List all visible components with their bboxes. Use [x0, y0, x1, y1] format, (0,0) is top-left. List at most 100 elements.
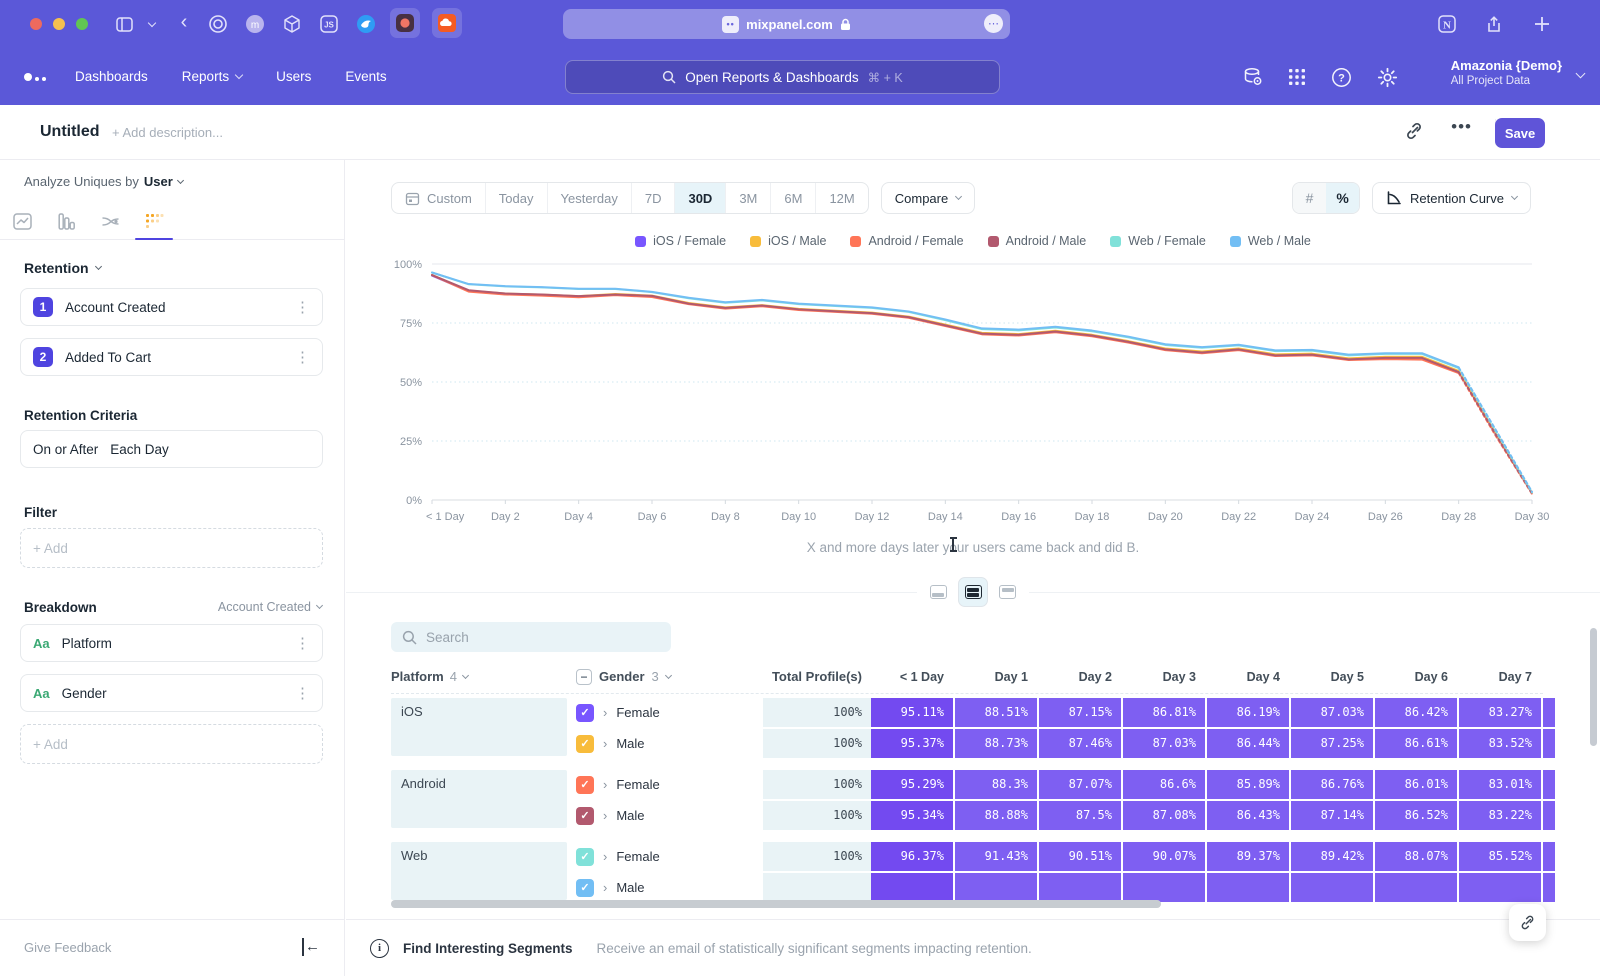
retention-value-cell[interactable]: 87.07%: [1039, 770, 1121, 799]
retention-value-cell[interactable]: 87.15%: [1039, 698, 1121, 727]
platform-cell[interactable]: Android: [391, 770, 567, 828]
unit-count-toggle[interactable]: #: [1293, 183, 1326, 213]
series-checkbox[interactable]: ✓: [576, 848, 594, 866]
expand-chevron-icon[interactable]: ›: [603, 736, 607, 751]
range-12m[interactable]: 12M: [816, 183, 867, 213]
criteria-mode[interactable]: On or After: [33, 442, 98, 457]
retention-value-cell[interactable]: 86.44%: [1207, 729, 1289, 758]
retention-value-cell[interactable]: 87.08%: [1123, 801, 1205, 830]
new-tab-icon[interactable]: [1530, 12, 1554, 36]
copy-link-icon[interactable]: [1404, 121, 1428, 145]
range-custom[interactable]: Custom: [392, 183, 486, 213]
cloud-tab-highlight[interactable]: [432, 8, 462, 38]
share-icon[interactable]: [1482, 12, 1506, 36]
platform-cell[interactable]: Web: [391, 842, 567, 900]
retention-value-cell[interactable]: 95.34%: [871, 801, 953, 830]
retention-value-cell[interactable]: 86.43%: [1207, 801, 1289, 830]
analyze-uniques-row[interactable]: Analyze Uniques by User: [24, 174, 183, 189]
unit-percent-toggle[interactable]: %: [1326, 183, 1359, 213]
retention-value-cell[interactable]: [871, 873, 953, 902]
tab-insights[interactable]: [0, 204, 44, 239]
retention-value-cell[interactable]: 87.5%: [1039, 801, 1121, 830]
vertical-scrollbar[interactable]: [1590, 628, 1597, 746]
day-column-header[interactable]: Day 3: [1123, 670, 1205, 684]
retention-value-cell[interactable]: 87.14%: [1291, 801, 1373, 830]
legend-item[interactable]: Android / Male: [988, 234, 1087, 248]
workspace-switcher[interactable]: Amazonia {Demo} All Project Data: [1451, 58, 1562, 87]
indeterminate-checkbox[interactable]: −: [576, 669, 592, 685]
range-7d[interactable]: 7D: [632, 183, 676, 213]
retention-value-cell[interactable]: 89.37%: [1207, 842, 1289, 871]
range-yesterday[interactable]: Yesterday: [548, 183, 632, 213]
analyze-value[interactable]: User: [144, 174, 173, 189]
nav-item-reports[interactable]: Reports: [182, 69, 242, 84]
retention-value-cell[interactable]: 96.37%: [871, 842, 953, 871]
day-column-header[interactable]: Day 6: [1375, 670, 1457, 684]
day-column-header[interactable]: Day 1: [955, 670, 1037, 684]
day-column-header[interactable]: Day 7: [1459, 670, 1541, 684]
platform-column-header[interactable]: Platform 4: [391, 669, 576, 684]
retention-value-cell[interactable]: 83.52%: [1459, 729, 1541, 758]
breakdown-platform[interactable]: Aa Platform ⋮: [20, 624, 323, 662]
retention-value-cell[interactable]: [1291, 873, 1373, 902]
report-description-placeholder[interactable]: + Add description...: [112, 125, 223, 140]
series-checkbox[interactable]: ✓: [576, 735, 594, 753]
expand-chevron-icon[interactable]: ›: [603, 808, 607, 823]
retention-value-cell[interactable]: 95.11%: [871, 698, 953, 727]
mixpanel-logo[interactable]: [24, 73, 46, 81]
day-column-header[interactable]: Day 4: [1207, 670, 1289, 684]
retention-value-cell[interactable]: 86.81%: [1123, 698, 1205, 727]
retention-value-cell[interactable]: 87.46%: [1039, 729, 1121, 758]
share-link-floating-button[interactable]: [1509, 904, 1546, 941]
js-icon[interactable]: JS: [317, 12, 341, 36]
apps-grid-icon[interactable]: [1284, 64, 1310, 90]
layout-chart-only-button[interactable]: [923, 577, 954, 607]
breakdown-add-button[interactable]: + Add: [20, 724, 323, 764]
chevron-down-icon[interactable]: [140, 12, 164, 36]
target-icon[interactable]: [206, 12, 230, 36]
tab-funnels[interactable]: [44, 204, 88, 239]
nav-item-dashboards[interactable]: Dashboards: [75, 69, 148, 84]
view-selector-button[interactable]: Retention Curve: [1372, 182, 1531, 214]
retention-section-header[interactable]: Retention: [24, 260, 101, 276]
chart-area[interactable]: 0%25%50%75%100%< 1 DayDay 2Day 4Day 6Day…: [382, 254, 1562, 537]
layout-table-only-button[interactable]: [992, 577, 1023, 607]
more-options-icon[interactable]: •••: [1451, 117, 1472, 137]
retention-value-cell[interactable]: [1123, 873, 1205, 902]
traffic-light-close[interactable]: [30, 18, 42, 30]
retention-step-1[interactable]: 1 Account Created ⋮: [20, 288, 323, 326]
retention-value-cell[interactable]: [1459, 873, 1541, 902]
nav-item-events[interactable]: Events: [345, 69, 386, 84]
traffic-light-zoom[interactable]: [76, 18, 88, 30]
retention-value-cell[interactable]: 88.07%: [1375, 842, 1457, 871]
give-feedback-link[interactable]: Give Feedback: [24, 940, 111, 955]
retention-value-cell[interactable]: 87.03%: [1291, 698, 1373, 727]
retention-value-cell[interactable]: 88.73%: [955, 729, 1037, 758]
day-column-header[interactable]: < 1 Day: [871, 670, 953, 684]
table-search-input[interactable]: Search: [391, 622, 671, 652]
legend-item[interactable]: iOS / Male: [750, 234, 826, 248]
retention-value-cell[interactable]: [1039, 873, 1121, 902]
chart-caption[interactable]: X and more days later your users came ba…: [807, 540, 1139, 555]
retention-value-cell[interactable]: 90.07%: [1123, 842, 1205, 871]
retention-value-cell[interactable]: 86.19%: [1207, 698, 1289, 727]
criteria-interval[interactable]: Each Day: [110, 442, 169, 457]
series-checkbox[interactable]: ✓: [576, 807, 594, 825]
kebab-menu-icon[interactable]: ⋮: [295, 348, 310, 366]
retention-value-cell[interactable]: 89.42%: [1291, 842, 1373, 871]
breakdown-scope-selector[interactable]: Account Created: [218, 600, 322, 614]
retention-value-cell[interactable]: 83.01%: [1459, 770, 1541, 799]
expand-chevron-icon[interactable]: ›: [603, 705, 607, 720]
notion-icon[interactable]: N: [1435, 12, 1459, 36]
data-management-icon[interactable]: [1240, 64, 1266, 90]
range-6m[interactable]: 6M: [771, 183, 816, 213]
day-column-header[interactable]: Day 2: [1039, 670, 1121, 684]
global-search[interactable]: Open Reports & Dashboards ⌘ + K: [565, 60, 1000, 94]
retention-value-cell[interactable]: 95.37%: [871, 729, 953, 758]
series-checkbox[interactable]: ✓: [576, 776, 594, 794]
retention-value-cell[interactable]: 88.51%: [955, 698, 1037, 727]
retention-value-cell[interactable]: 83.27%: [1459, 698, 1541, 727]
traffic-light-minimize[interactable]: [53, 18, 65, 30]
retention-value-cell[interactable]: 95.29%: [871, 770, 953, 799]
segments-footer-title[interactable]: Find Interesting Segments: [403, 941, 573, 956]
